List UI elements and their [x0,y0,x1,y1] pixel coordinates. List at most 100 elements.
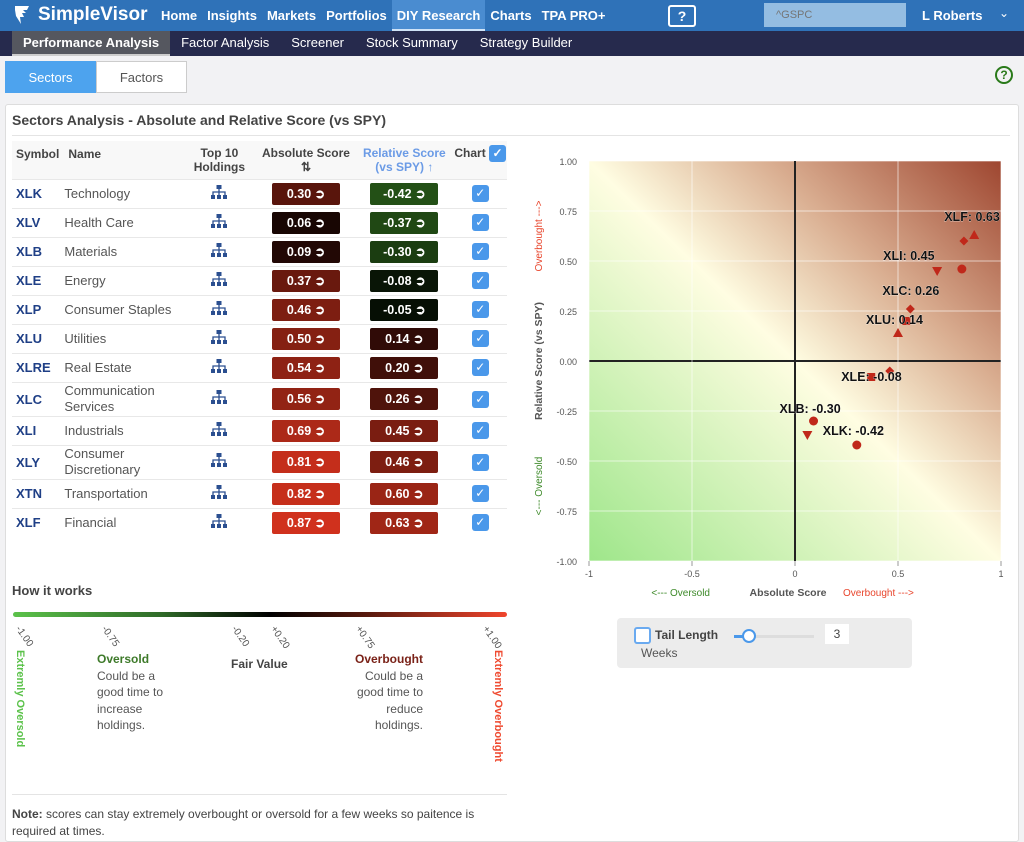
hierarchy-icon[interactable] [211,421,228,437]
relative-score-badge[interactable]: -0.30 ➲ [370,240,439,263]
marker-xli[interactable] [932,267,943,276]
relative-score-badge[interactable]: 0.20 ➲ [370,356,439,379]
relative-score-badge[interactable]: 0.63 ➲ [370,511,439,534]
absolute-score-badge[interactable]: 0.54 ➲ [271,356,340,379]
tab-sectors[interactable]: Sectors [5,61,96,93]
absolute-score-badge[interactable]: 0.06 ➲ [271,211,340,234]
absolute-score-badge[interactable]: 0.56 ➲ [271,388,340,410]
absolute-score-badge[interactable]: 0.69 ➲ [271,419,340,442]
marker-xlb[interactable] [809,416,819,426]
absolute-score-badge[interactable]: 0.87 ➲ [271,511,340,534]
sort-icon[interactable]: ⇅ [300,159,311,174]
hierarchy-icon[interactable] [211,300,228,316]
hierarchy-icon[interactable] [211,271,228,287]
chart-checkbox[interactable]: ✓ [471,359,489,376]
absolute-score-badge[interactable]: 0.46 ➲ [271,298,340,321]
logo[interactable]: SimpleVisor [12,4,147,26]
marker-xlf[interactable] [969,230,980,239]
tail-length-checkbox[interactable] [634,627,651,644]
col-symbol[interactable]: Symbol [12,141,65,179]
ticker-search-input[interactable] [764,3,906,27]
relative-score-badge[interactable]: 0.45 ➲ [370,419,439,442]
relative-score-badge[interactable]: 0.14 ➲ [370,327,439,350]
nav-charts[interactable]: Charts [490,8,532,23]
symbol-link[interactable]: XLU [12,323,65,353]
absolute-score-badge[interactable]: 0.50 ➲ [271,327,340,350]
chart-checkbox[interactable]: ✓ [471,243,489,260]
hierarchy-icon[interactable] [211,213,228,229]
chart-checkbox[interactable]: ✓ [471,453,489,471]
chart-checkbox[interactable]: ✓ [471,514,489,532]
col-absolute[interactable]: Absolute Score ⇅ [256,141,356,179]
symbol-link[interactable]: XLV [12,207,65,237]
absolute-score-badge[interactable]: 0.81 ➲ [271,451,340,473]
slider-handle[interactable] [741,629,756,643]
marker-xlre[interactable] [902,317,911,325]
absolute-score-badge[interactable]: 0.37 ➲ [271,269,340,292]
hierarchy-icon[interactable] [211,184,228,200]
chart-checkbox[interactable]: ✓ [471,214,489,231]
relative-score-badge[interactable]: 0.46 ➲ [370,451,439,473]
relative-score-badge[interactable]: 0.26 ➲ [370,388,439,410]
relative-score-badge[interactable]: -0.42 ➲ [370,182,439,205]
hierarchy-icon[interactable] [211,453,228,468]
nav-tpa-pro-[interactable]: TPA PRO+ [541,8,606,23]
chart-checkbox[interactable]: ✓ [471,330,489,347]
symbol-link[interactable]: XLI [12,415,65,445]
chart-checkbox[interactable]: ✓ [471,301,489,318]
marker-xlv[interactable] [802,431,813,440]
tab-factors[interactable]: Factors [96,61,187,93]
symbol-link[interactable]: XLB [12,236,65,266]
symbol-link[interactable]: XLY [12,444,65,479]
col-name[interactable]: Name [64,141,182,179]
symbol-link[interactable]: XLK [12,178,65,208]
nav-home[interactable]: Home [161,8,198,23]
marker-xlc[interactable] [905,304,915,314]
chevron-down-icon[interactable]: ⌄ [999,6,1010,20]
col-relative[interactable]: Relative Score (vs SPY) ↑ [355,141,454,179]
marker-xlp[interactable] [885,366,895,376]
subnav-performance-analysis[interactable]: Performance Analysis [12,31,171,56]
relative-score-badge[interactable]: -0.08 ➲ [370,269,439,292]
chart-checkbox[interactable]: ✓ [471,185,489,202]
hierarchy-icon[interactable] [211,329,228,345]
hierarchy-icon[interactable] [211,358,228,374]
marker-xlu[interactable] [893,328,903,337]
nav-diy-research[interactable]: DIY Research [391,0,486,31]
nav-portfolios[interactable]: Portfolios [326,8,387,23]
user-menu[interactable]: L Roberts [922,8,983,23]
symbol-link[interactable]: XLRE [12,352,65,382]
sort-asc-icon[interactable]: ↑ [427,159,434,174]
nav-markets[interactable]: Markets [266,8,317,23]
marker-xle[interactable] [867,373,876,381]
symbol-link[interactable]: XLE [12,265,65,295]
chart-checkbox[interactable]: ✓ [471,485,489,502]
tail-length-slider[interactable] [734,629,814,643]
subnav-screener[interactable]: Screener [291,35,344,50]
marker-xlk[interactable] [852,440,862,450]
hierarchy-icon[interactable] [211,513,228,529]
help-screen-icon[interactable]: ? [668,5,696,27]
symbol-link[interactable]: XLC [12,381,65,416]
subnav-stock-summary[interactable]: Stock Summary [366,35,458,50]
hierarchy-icon[interactable] [211,390,228,405]
symbol-link[interactable]: XLP [12,294,65,324]
marker-xly[interactable] [957,264,967,274]
symbol-link[interactable]: XLF [12,507,65,537]
chart-checkbox[interactable]: ✓ [471,272,489,289]
relative-score-badge[interactable]: -0.37 ➲ [370,211,439,234]
subnav-strategy-builder[interactable]: Strategy Builder [479,35,573,50]
marker-xtn[interactable] [959,236,969,246]
absolute-score-badge[interactable]: 0.09 ➲ [271,240,340,263]
help-icon[interactable]: ? [995,66,1013,84]
nav-insights[interactable]: Insights [207,8,257,23]
relative-score-badge[interactable]: 0.60 ➲ [370,482,439,505]
relative-score-badge[interactable]: -0.05 ➲ [370,298,439,321]
subnav-factor-analysis[interactable]: Factor Analysis [181,35,270,50]
hierarchy-icon[interactable] [211,242,228,258]
absolute-score-badge[interactable]: 0.30 ➲ [271,182,340,205]
chart-all-checkbox[interactable]: ✓ [489,145,507,162]
symbol-link[interactable]: XTN [12,478,65,508]
hierarchy-icon[interactable] [211,484,228,500]
chart-checkbox[interactable]: ✓ [471,390,489,408]
